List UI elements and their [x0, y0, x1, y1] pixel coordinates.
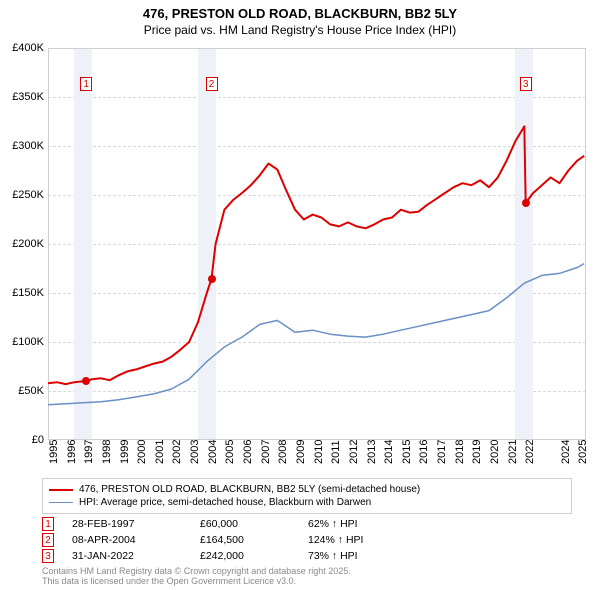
- x-tick-label: 1996: [66, 440, 78, 464]
- legend-item: 476, PRESTON OLD ROAD, BLACKBURN, BB2 5L…: [49, 483, 565, 496]
- chart-title: 476, PRESTON OLD ROAD, BLACKBURN, BB2 5L…: [10, 6, 590, 23]
- y-tick-label: £300K: [0, 140, 44, 152]
- x-tick-label: 2002: [171, 440, 183, 464]
- x-tick-label: 2006: [242, 440, 254, 464]
- x-tick-label: 2012: [348, 440, 360, 464]
- x-tick-label: 2015: [401, 440, 413, 464]
- transaction-pct: 73% ↑ HPI: [308, 550, 408, 562]
- transaction-marker-box: 3: [520, 77, 532, 91]
- x-tick-label: 2005: [224, 440, 236, 464]
- y-tick-label: £50K: [0, 385, 44, 397]
- y-tick-label: £400K: [0, 42, 44, 54]
- attribution-line1: Contains HM Land Registry data © Crown c…: [42, 566, 351, 576]
- x-tick-label: 2008: [277, 440, 289, 464]
- x-tick-label: 2014: [383, 440, 395, 464]
- transaction-marker-dot: [208, 275, 216, 283]
- transaction-pct: 124% ↑ HPI: [308, 534, 408, 546]
- legend-label: 476, PRESTON OLD ROAD, BLACKBURN, BB2 5L…: [79, 484, 420, 495]
- transaction-price: £60,000: [200, 518, 290, 530]
- x-tick-label: 2010: [313, 440, 325, 464]
- x-tick-label: 2001: [154, 440, 166, 464]
- y-tick-label: £0: [0, 434, 44, 446]
- series-line-price_paid: [48, 126, 584, 384]
- x-tick-label: 2024: [560, 440, 572, 464]
- transaction-date: 31-JAN-2022: [72, 550, 182, 562]
- transaction-pct: 62% ↑ HPI: [308, 518, 408, 530]
- x-tick-label: 1999: [119, 440, 131, 464]
- chart-lines: [48, 48, 586, 440]
- transaction-price: £164,500: [200, 534, 290, 546]
- attribution-text: Contains HM Land Registry data © Crown c…: [42, 566, 351, 587]
- x-tick-label: 2018: [454, 440, 466, 464]
- legend-label: HPI: Average price, semi-detached house,…: [79, 497, 371, 508]
- legend-item: HPI: Average price, semi-detached house,…: [49, 496, 565, 509]
- transaction-marker-dot: [522, 199, 530, 207]
- x-tick-label: 2017: [436, 440, 448, 464]
- series-line-hpi: [48, 264, 584, 405]
- x-tick-label: 2007: [260, 440, 272, 464]
- transaction-marker-dot: [82, 377, 90, 385]
- y-tick-label: £100K: [0, 336, 44, 348]
- x-tick-label: 2021: [507, 440, 519, 464]
- x-tick-label: 2019: [471, 440, 483, 464]
- transaction-date: 28-FEB-1997: [72, 518, 182, 530]
- legend-swatch: [49, 489, 73, 491]
- x-tick-label: 2025: [577, 440, 589, 464]
- transaction-number: 2: [42, 533, 54, 547]
- transaction-row: 2 08-APR-2004 £164,500 124% ↑ HPI: [42, 532, 572, 548]
- chart-legend: 476, PRESTON OLD ROAD, BLACKBURN, BB2 5L…: [42, 478, 572, 514]
- transaction-price: £242,000: [200, 550, 290, 562]
- x-tick-label: 2022: [524, 440, 536, 464]
- legend-swatch: [49, 502, 73, 503]
- transaction-date: 08-APR-2004: [72, 534, 182, 546]
- transaction-row: 3 31-JAN-2022 £242,000 73% ↑ HPI: [42, 548, 572, 564]
- transaction-marker-box: 1: [80, 77, 92, 91]
- x-tick-label: 2013: [366, 440, 378, 464]
- x-tick-label: 2003: [189, 440, 201, 464]
- x-tick-label: 2011: [330, 440, 342, 464]
- transactions-table: 1 28-FEB-1997 £60,000 62% ↑ HPI 2 08-APR-2004…: [42, 516, 572, 564]
- x-tick-label: 2004: [207, 440, 219, 464]
- y-tick-label: £200K: [0, 238, 44, 250]
- x-tick-label: 2000: [136, 440, 148, 464]
- x-tick-label: 2016: [418, 440, 430, 464]
- y-tick-label: £150K: [0, 287, 44, 299]
- chart-subtitle: Price paid vs. HM Land Registry's House …: [10, 23, 590, 39]
- x-tick-label: 2009: [295, 440, 307, 464]
- x-tick-label: 1997: [83, 440, 95, 464]
- x-tick-label: 2020: [489, 440, 501, 464]
- chart-title-block: 476, PRESTON OLD ROAD, BLACKBURN, BB2 5L…: [0, 0, 600, 40]
- x-tick-label: 1998: [101, 440, 113, 464]
- transaction-marker-box: 2: [206, 77, 218, 91]
- transaction-number: 3: [42, 549, 54, 563]
- transaction-number: 1: [42, 517, 54, 531]
- y-tick-label: £250K: [0, 189, 44, 201]
- attribution-line2: This data is licensed under the Open Gov…: [42, 576, 351, 586]
- y-tick-label: £350K: [0, 91, 44, 103]
- transaction-row: 1 28-FEB-1997 £60,000 62% ↑ HPI: [42, 516, 572, 532]
- x-tick-label: 1995: [48, 440, 60, 464]
